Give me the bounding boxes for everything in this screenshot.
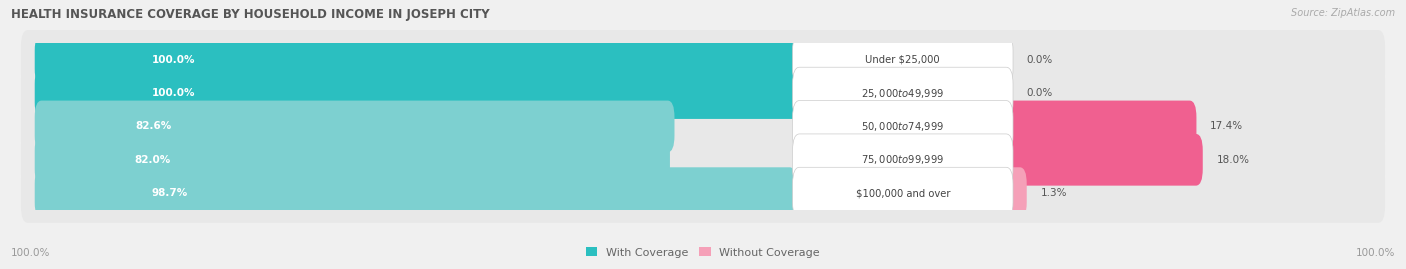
FancyBboxPatch shape <box>793 101 1014 152</box>
FancyBboxPatch shape <box>21 30 1385 89</box>
Text: $75,000 to $99,999: $75,000 to $99,999 <box>862 153 945 166</box>
Text: $25,000 to $49,999: $25,000 to $49,999 <box>862 87 945 100</box>
Text: 82.6%: 82.6% <box>135 121 172 132</box>
FancyBboxPatch shape <box>35 67 807 119</box>
FancyBboxPatch shape <box>1000 167 1026 219</box>
FancyBboxPatch shape <box>21 130 1385 189</box>
Text: 100.0%: 100.0% <box>152 88 195 98</box>
Text: 100.0%: 100.0% <box>11 248 51 258</box>
Text: $50,000 to $74,999: $50,000 to $74,999 <box>862 120 945 133</box>
FancyBboxPatch shape <box>21 164 1385 223</box>
Text: 82.0%: 82.0% <box>135 155 172 165</box>
Text: 17.4%: 17.4% <box>1211 121 1243 132</box>
Text: HEALTH INSURANCE COVERAGE BY HOUSEHOLD INCOME IN JOSEPH CITY: HEALTH INSURANCE COVERAGE BY HOUSEHOLD I… <box>11 8 489 21</box>
FancyBboxPatch shape <box>35 167 796 219</box>
FancyBboxPatch shape <box>35 101 675 152</box>
Text: $100,000 and over: $100,000 and over <box>855 188 950 198</box>
FancyBboxPatch shape <box>793 67 1014 119</box>
FancyBboxPatch shape <box>35 134 669 186</box>
FancyBboxPatch shape <box>35 34 807 86</box>
FancyBboxPatch shape <box>793 134 1014 186</box>
FancyBboxPatch shape <box>1000 101 1197 152</box>
Legend: With Coverage, Without Coverage: With Coverage, Without Coverage <box>586 247 820 258</box>
Text: Under $25,000: Under $25,000 <box>866 55 941 65</box>
Text: 18.0%: 18.0% <box>1216 155 1250 165</box>
FancyBboxPatch shape <box>793 167 1014 219</box>
Text: 100.0%: 100.0% <box>152 55 195 65</box>
Text: Source: ZipAtlas.com: Source: ZipAtlas.com <box>1291 8 1395 18</box>
FancyBboxPatch shape <box>793 34 1014 86</box>
FancyBboxPatch shape <box>21 63 1385 123</box>
Text: 98.7%: 98.7% <box>152 188 188 198</box>
Text: 1.3%: 1.3% <box>1040 188 1067 198</box>
Text: 100.0%: 100.0% <box>1355 248 1395 258</box>
Text: 0.0%: 0.0% <box>1026 55 1053 65</box>
Text: 0.0%: 0.0% <box>1026 88 1053 98</box>
FancyBboxPatch shape <box>21 97 1385 156</box>
FancyBboxPatch shape <box>1000 134 1202 186</box>
